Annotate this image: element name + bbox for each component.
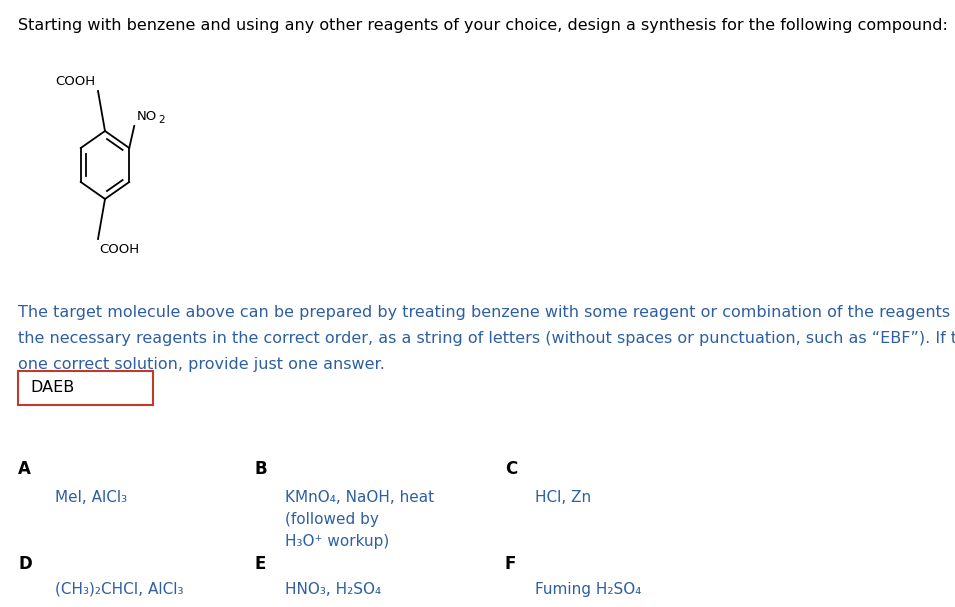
Text: (followed by: (followed by: [285, 512, 379, 527]
Text: (CH₃)₂CHCI, AlCl₃: (CH₃)₂CHCI, AlCl₃: [55, 582, 183, 597]
Text: one correct solution, provide just one answer.: one correct solution, provide just one a…: [18, 357, 385, 372]
Text: D: D: [18, 555, 32, 573]
Text: A: A: [18, 460, 31, 478]
Text: HCl, Zn: HCl, Zn: [535, 490, 591, 505]
Text: H₃O⁺ workup): H₃O⁺ workup): [285, 534, 390, 549]
Text: DAEB: DAEB: [30, 381, 74, 396]
Text: C: C: [505, 460, 518, 478]
Text: HNO₃, H₂SO₄: HNO₃, H₂SO₄: [285, 582, 381, 597]
Text: The target molecule above can be prepared by treating benzene with some reagent : The target molecule above can be prepare…: [18, 305, 955, 320]
Text: the necessary reagents in the correct order, as a string of letters (without spa: the necessary reagents in the correct or…: [18, 331, 955, 346]
Text: COOH: COOH: [54, 75, 95, 88]
Text: KMnO₄, NaOH, heat: KMnO₄, NaOH, heat: [285, 490, 435, 505]
Text: F: F: [505, 555, 517, 573]
FancyBboxPatch shape: [18, 371, 153, 405]
Text: Fuming H₂SO₄: Fuming H₂SO₄: [535, 582, 642, 597]
Text: 2: 2: [159, 115, 165, 125]
Text: Mel, AlCl₃: Mel, AlCl₃: [55, 490, 127, 505]
Text: B: B: [255, 460, 267, 478]
Text: NO: NO: [138, 110, 158, 123]
Text: Starting with benzene and using any other reagents of your choice, design a synt: Starting with benzene and using any othe…: [18, 18, 948, 33]
Text: E: E: [255, 555, 266, 573]
Text: COOH: COOH: [99, 243, 139, 256]
